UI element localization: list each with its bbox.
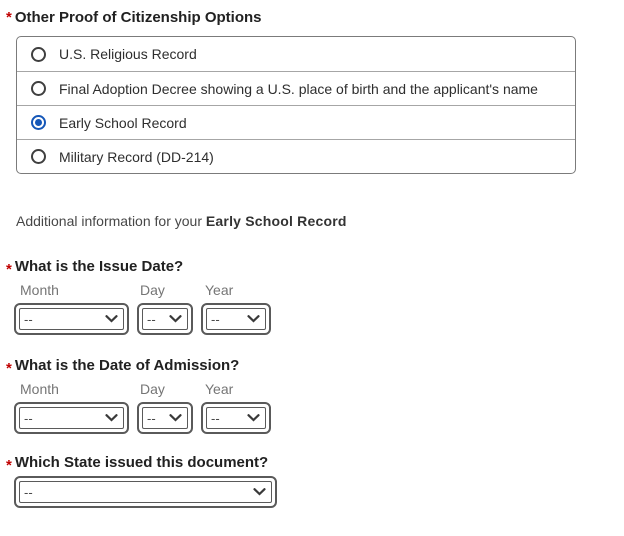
admission-date-section: * What is the Date of Admission? Month Da…	[6, 357, 624, 434]
radio-option-early-school-record[interactable]: Early School Record	[17, 105, 575, 139]
radio-option-label: U.S. Religious Record	[59, 46, 197, 62]
radio-icon[interactable]	[31, 149, 46, 164]
admission-date-selects: -- -- --	[14, 402, 624, 434]
additional-info-document-name: Early School Record	[205, 213, 347, 229]
citizenship-options-group: U.S. Religious Record Final Adoption Dec…	[16, 36, 576, 174]
year-label: Year	[205, 381, 234, 397]
admission-month-select[interactable]: --	[19, 407, 124, 429]
issue-month-select[interactable]: --	[19, 308, 124, 330]
required-asterisk: *	[6, 360, 12, 377]
radio-dot	[35, 119, 42, 126]
month-label: Month	[20, 381, 59, 397]
admission-date-question-text: What is the Date of Admission?	[14, 357, 240, 374]
year-label: Year	[205, 282, 234, 298]
state-select-wrapper: --	[14, 476, 277, 508]
radio-option-final-adoption-decree[interactable]: Final Adoption Decree showing a U.S. pla…	[17, 71, 575, 105]
admission-year-select-wrapper: --	[201, 402, 271, 434]
issue-date-question-text: What is the Issue Date?	[14, 258, 184, 275]
admission-day-select-wrapper: --	[137, 402, 193, 434]
citizenship-form: * Other Proof of Citizenship Options U.S.…	[6, 0, 624, 508]
radio-icon[interactable]	[31, 46, 46, 62]
page-title: * Other Proof of Citizenship Options	[6, 0, 624, 27]
additional-info-prefix: Additional information for your	[16, 213, 202, 229]
additional-info-text: Additional information for your Early Sc…	[16, 213, 624, 230]
issue-year-select-wrapper: --	[201, 303, 271, 335]
radio-option-military-record[interactable]: Military Record (DD-214)	[17, 139, 575, 173]
required-asterisk: *	[6, 261, 12, 278]
radio-selected-icon[interactable]	[31, 115, 46, 130]
required-asterisk: *	[6, 9, 12, 26]
radio-option-label: Early School Record	[59, 114, 187, 131]
radio-option-label: Final Adoption Decree showing a U.S. pla…	[59, 80, 538, 97]
required-asterisk: *	[6, 457, 12, 474]
day-label: Day	[140, 381, 165, 397]
state-select[interactable]: --	[19, 481, 272, 503]
issue-date-section: * What is the Issue Date? Month Day Year …	[6, 258, 624, 335]
admission-month-select-wrapper: --	[14, 402, 129, 434]
radio-icon[interactable]	[31, 81, 46, 96]
issue-day-select-wrapper: --	[137, 303, 193, 335]
day-label: Day	[140, 282, 165, 298]
admission-date-field-labels: Month Day Year	[20, 381, 624, 398]
issuing-state-question-text: Which State issued this document?	[14, 454, 269, 471]
issue-date-question: * What is the Issue Date?	[6, 258, 624, 278]
issuing-state-section: * Which State issued this document? --	[6, 454, 624, 508]
issue-date-field-labels: Month Day Year	[20, 282, 624, 299]
admission-day-select[interactable]: --	[142, 407, 188, 429]
issue-date-selects: -- -- --	[14, 303, 624, 335]
radio-option-label: Military Record (DD-214)	[59, 148, 214, 165]
radio-option-us-religious-record[interactable]: U.S. Religious Record	[17, 37, 575, 71]
issue-year-select[interactable]: --	[206, 308, 266, 330]
admission-date-question: * What is the Date of Admission?	[6, 357, 624, 377]
issue-day-select[interactable]: --	[142, 308, 188, 330]
page-title-text: Other Proof of Citizenship Options	[14, 9, 262, 26]
issuing-state-question: * Which State issued this document?	[6, 454, 624, 474]
month-label: Month	[20, 282, 59, 298]
admission-year-select[interactable]: --	[206, 407, 266, 429]
issue-month-select-wrapper: --	[14, 303, 129, 335]
